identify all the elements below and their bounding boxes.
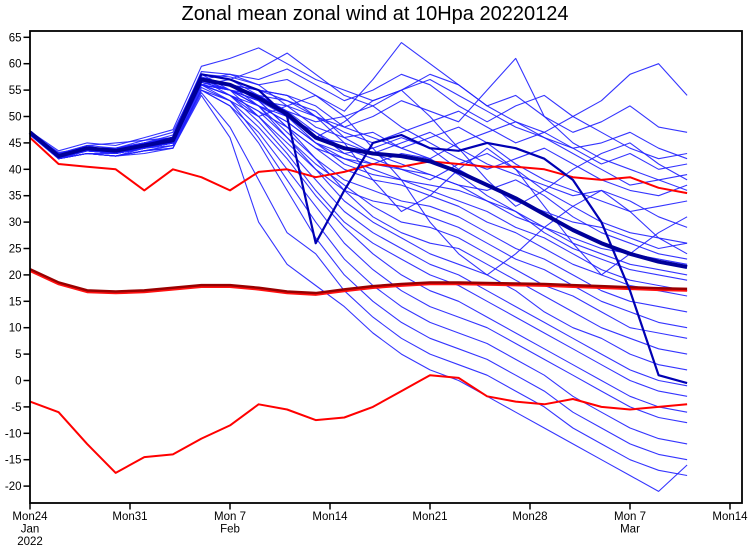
ensemble-member-line (29, 86, 688, 413)
y-axis-tick-label: -5 (11, 402, 21, 414)
y-axis-tick-label: 0 (15, 376, 21, 388)
ensemble-member-line (29, 78, 688, 355)
y-axis-tick-label: 60 (9, 59, 22, 71)
x-axis-month-label: Jan (21, 524, 40, 536)
ensemble-member-line (29, 63, 688, 155)
ensemble-member-line (29, 78, 688, 276)
x-axis-tick-label: Mon28 (512, 511, 547, 523)
control-line (29, 73, 688, 385)
y-axis-tick-label: 55 (9, 85, 22, 97)
x-axis-month-label: Feb (220, 524, 240, 536)
ensemble-member-line (29, 78, 688, 297)
ensemble-member-line (29, 52, 688, 170)
ensemble-member-line (29, 57, 688, 191)
ensemble-member-line (29, 84, 688, 228)
climatological-mean-line (29, 268, 688, 295)
ensemble-member-line (29, 84, 688, 445)
ensemble-member-line (29, 84, 688, 276)
x-axis-tick-label: Mon14 (712, 511, 748, 523)
y-axis-tick-label: 25 (9, 244, 22, 256)
chart-title: Zonal mean zonal wind at 10Hpa 20220124 (181, 3, 569, 25)
y-axis-tick-label: -15 (5, 455, 22, 467)
ensemble-mean-line (28, 77, 688, 269)
climatological-mean-highlight-line (29, 270, 688, 296)
y-axis-tick-label: 65 (9, 32, 22, 44)
x-axis-tick-label: Mon 7 (614, 511, 646, 523)
x-axis-tick-label: Mon31 (112, 511, 147, 523)
y-axis-tick-label: 40 (9, 164, 22, 176)
x-axis-tick-label: Mon24 (12, 511, 48, 523)
y-axis-tick-label: 5 (15, 349, 21, 361)
y-axis-tick-label: 10 (9, 323, 22, 335)
y-axis-tick-label: 50 (9, 112, 22, 124)
red-lower-line (29, 374, 688, 474)
ensemble-member-line (29, 94, 688, 492)
y-axis-tick-label: 35 (9, 191, 22, 203)
y-axis-tick-label: 45 (9, 138, 22, 150)
y-axis-tick-label: 15 (9, 296, 22, 308)
y-axis-tick-label: 20 (9, 270, 22, 282)
plot-border (29, 30, 743, 504)
y-axis-tick-label: -10 (5, 428, 22, 440)
ensemble-member-line (29, 84, 688, 313)
x-axis-tick-label: Mon21 (412, 511, 447, 523)
y-axis-tick-label: 30 (9, 217, 22, 229)
y-axis-tick-label: -20 (5, 481, 22, 493)
ensemble-member-line (29, 73, 688, 207)
x-axis-tick-label: Mon14 (312, 511, 348, 523)
x-axis-month-label: Mar (620, 524, 640, 536)
x-axis-tick-label: Mon 7 (214, 511, 246, 523)
x-axis-year-label: 2022 (17, 536, 43, 548)
ensemble-member-line (29, 92, 688, 477)
